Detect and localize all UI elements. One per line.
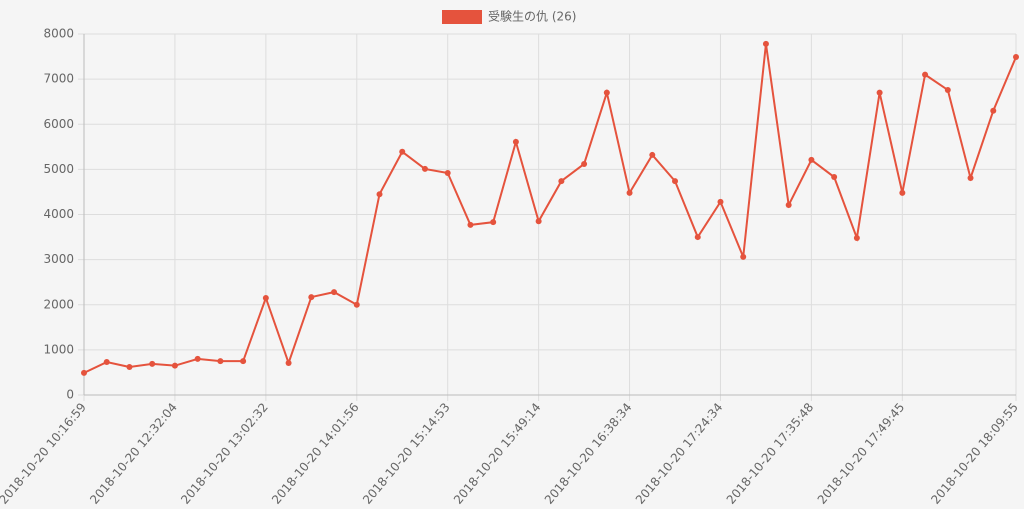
data-point bbox=[558, 178, 565, 185]
data-point bbox=[672, 178, 679, 185]
data-point bbox=[831, 174, 838, 181]
data-point bbox=[717, 198, 724, 205]
y-tick-label: 1000 bbox=[43, 342, 74, 356]
data-point bbox=[694, 234, 701, 241]
data-point bbox=[103, 359, 110, 366]
data-point bbox=[194, 355, 201, 362]
data-point bbox=[512, 138, 519, 145]
y-tick-label: 2000 bbox=[43, 297, 74, 311]
data-point bbox=[81, 369, 87, 376]
data-point bbox=[490, 219, 497, 226]
x-tick-label: 2018-10-20 14:01:56 bbox=[269, 400, 362, 507]
y-tick-label: 0 bbox=[66, 388, 74, 402]
data-point bbox=[308, 294, 315, 301]
data-point bbox=[762, 40, 769, 47]
data-point bbox=[262, 294, 269, 301]
data-point bbox=[217, 358, 224, 365]
data-point bbox=[444, 169, 451, 176]
x-tick-label: 2018-10-20 17:49:45 bbox=[815, 400, 908, 507]
data-point bbox=[149, 360, 156, 367]
data-point bbox=[626, 189, 633, 196]
legend-label: 受験生の仇 (26) bbox=[488, 9, 576, 24]
data-point bbox=[376, 191, 383, 198]
x-tick-label: 2018-10-20 17:35:48 bbox=[724, 400, 817, 507]
y-tick-label: 7000 bbox=[43, 72, 74, 86]
data-point bbox=[1013, 54, 1019, 61]
data-point bbox=[922, 71, 929, 78]
x-tick-label: 2018-10-20 13:02:32 bbox=[178, 400, 271, 507]
data-point bbox=[876, 89, 883, 96]
x-tick-label: 2018-10-20 17:24:34 bbox=[633, 400, 726, 507]
data-point bbox=[171, 362, 178, 369]
data-line bbox=[83, 43, 1017, 374]
y-tick-label: 8000 bbox=[43, 27, 74, 41]
data-point bbox=[353, 301, 360, 308]
data-point bbox=[126, 364, 133, 371]
legend-swatch bbox=[442, 10, 482, 24]
y-tick-label: 5000 bbox=[43, 162, 74, 176]
data-point bbox=[740, 253, 747, 260]
data-point bbox=[649, 151, 656, 158]
data-point bbox=[581, 160, 588, 167]
data-point bbox=[967, 174, 974, 181]
x-tick-label: 2018-10-20 15:49:14 bbox=[451, 400, 544, 507]
data-point bbox=[990, 107, 997, 114]
data-point bbox=[285, 359, 292, 366]
x-tick-label: 2018-10-20 12:32:04 bbox=[87, 400, 180, 507]
data-point bbox=[467, 221, 474, 228]
y-tick-label: 6000 bbox=[43, 117, 74, 131]
data-point bbox=[399, 148, 406, 155]
data-point bbox=[808, 156, 815, 163]
x-tick-label: 2018-10-20 18:09:55 bbox=[928, 400, 1021, 507]
x-tick-label: 2018-10-20 15:14:53 bbox=[360, 400, 453, 507]
data-point bbox=[853, 234, 860, 241]
data-point bbox=[944, 86, 951, 93]
data-point bbox=[603, 89, 610, 96]
y-tick-label: 4000 bbox=[43, 207, 74, 221]
data-point bbox=[421, 165, 428, 172]
x-tick-label: 2018-10-20 10:16:59 bbox=[0, 400, 89, 507]
data-point bbox=[899, 189, 906, 196]
data-point bbox=[535, 218, 542, 225]
data-point bbox=[785, 202, 792, 209]
data-point bbox=[240, 358, 247, 365]
x-tick-label: 2018-10-20 16:38:34 bbox=[542, 400, 635, 507]
y-tick-label: 3000 bbox=[43, 252, 74, 266]
data-point bbox=[331, 289, 338, 296]
